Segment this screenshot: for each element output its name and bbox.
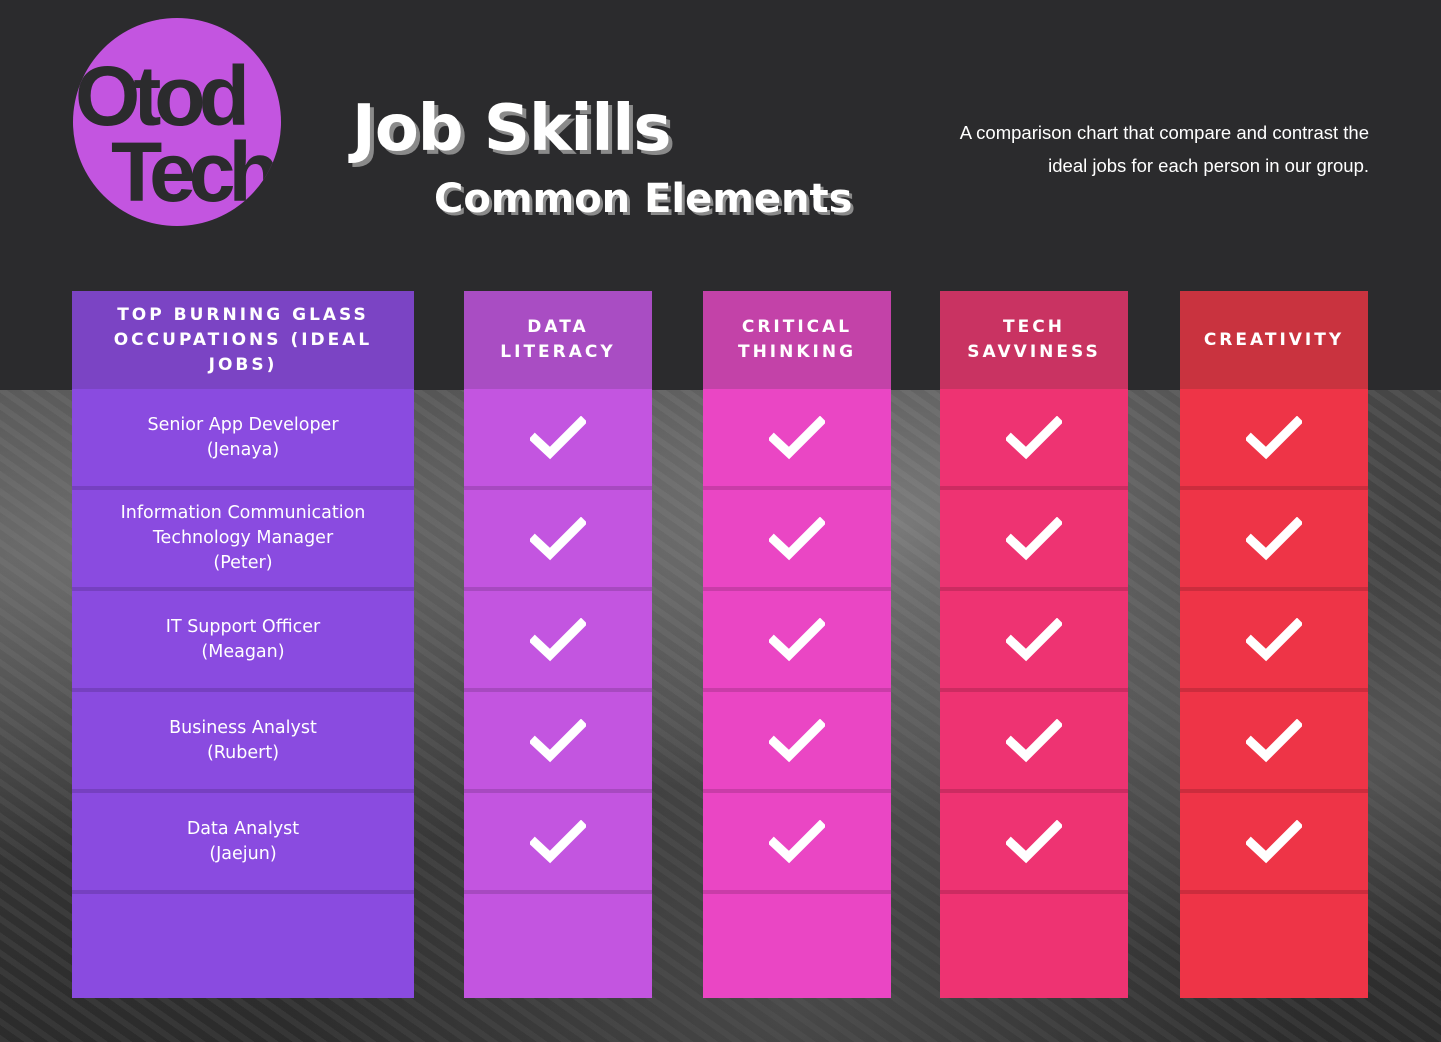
check-icon — [530, 718, 586, 763]
skill-column-2: CRITICAL THINKING — [703, 291, 891, 998]
skill-cell — [940, 389, 1128, 490]
occupation-text: Data Analyst (Jaejun) — [187, 817, 299, 867]
skill-cell — [464, 490, 652, 591]
person-name: (Jaejun) — [209, 843, 277, 864]
check-icon — [769, 819, 825, 864]
skill-column-4-header: CREATIVITY — [1180, 291, 1368, 389]
check-icon — [1006, 718, 1062, 763]
occupation-text: IT Support Officer (Meagan) — [166, 615, 320, 665]
empty-cell — [464, 894, 652, 998]
skill-cell — [1180, 793, 1368, 894]
check-icon — [769, 617, 825, 662]
skill-column-4: CREATIVITY — [1180, 291, 1368, 998]
skill-cell — [940, 793, 1128, 894]
check-icon — [530, 415, 586, 460]
empty-cell — [1180, 894, 1368, 998]
check-icon — [769, 718, 825, 763]
check-icon — [1006, 819, 1062, 864]
skill-cell — [1180, 591, 1368, 692]
skill-cell — [940, 490, 1128, 591]
occupations-column-header: TOP BURNING GLASS OCCUPATIONS (IDEAL JOB… — [72, 291, 414, 389]
occupation-text: Senior App Developer (Jenaya) — [147, 413, 338, 463]
skill-cell — [703, 490, 891, 591]
otodtech-logo: Otod Tech — [73, 18, 281, 226]
check-icon — [1246, 819, 1302, 864]
logo-text-line-2: Tech — [111, 125, 280, 219]
occupation-cell: Data Analyst (Jaejun) — [72, 793, 414, 894]
check-icon — [1246, 415, 1302, 460]
job-title: Senior App Developer — [147, 414, 339, 435]
person-name: (Peter) — [213, 553, 273, 573]
page-subtitle: Common Elements — [434, 176, 853, 222]
skill-cell — [1180, 389, 1368, 490]
occupation-cell: Senior App Developer (Jenaya) — [72, 389, 414, 490]
check-icon — [1006, 617, 1062, 662]
skill-cell — [703, 692, 891, 793]
logo-text-line-1: Otod — [75, 49, 250, 143]
occupation-text: Information Communication Technology Man… — [82, 501, 404, 576]
skill-cell — [1180, 490, 1368, 591]
check-icon — [530, 516, 586, 561]
occupation-cell: IT Support Officer (Meagan) — [72, 591, 414, 692]
skill-column-1: DATA LITERACY — [464, 291, 652, 998]
check-icon — [1246, 617, 1302, 662]
skill-cell — [703, 591, 891, 692]
person-name: (Jenaya) — [206, 439, 280, 460]
check-icon — [769, 516, 825, 561]
skill-column-3-header: TECH SAVVINESS — [940, 291, 1128, 389]
chart-description: A comparison chart that compare and cont… — [959, 122, 1369, 176]
check-icon — [530, 819, 586, 864]
job-title: Business Analyst — [169, 717, 317, 738]
skill-cell — [464, 692, 652, 793]
check-icon — [1006, 415, 1062, 460]
empty-cell — [72, 894, 414, 998]
check-icon — [1246, 718, 1302, 763]
check-icon — [530, 617, 586, 662]
check-icon — [1006, 516, 1062, 561]
person-name: (Rubert) — [206, 742, 280, 763]
person-name: (Meagan) — [201, 641, 285, 662]
skill-cell — [464, 793, 652, 894]
job-title: Data Analyst — [186, 818, 300, 839]
occupation-cell: Business Analyst (Rubert) — [72, 692, 414, 793]
skill-cell — [703, 793, 891, 894]
page-title: Job Skills — [352, 92, 671, 166]
skill-column-2-header: CRITICAL THINKING — [703, 291, 891, 389]
skill-column-1-header: DATA LITERACY — [464, 291, 652, 389]
occupations-column: TOP BURNING GLASS OCCUPATIONS (IDEAL JOB… — [72, 291, 414, 998]
skill-cell — [464, 591, 652, 692]
skill-cell — [464, 389, 652, 490]
skill-cell — [940, 692, 1128, 793]
job-title: IT Support Officer — [165, 616, 321, 637]
skill-cell — [940, 591, 1128, 692]
skill-cell — [703, 389, 891, 490]
check-icon — [769, 415, 825, 460]
check-icon — [1246, 516, 1302, 561]
empty-cell — [940, 894, 1128, 998]
empty-cell — [703, 894, 891, 998]
occupation-cell: Information Communication Technology Man… — [72, 490, 414, 591]
job-title: Information Communication Technology Man… — [120, 503, 366, 548]
occupation-text: Business Analyst (Rubert) — [169, 716, 317, 766]
skill-column-3: TECH SAVVINESS — [940, 291, 1128, 998]
skill-cell — [1180, 692, 1368, 793]
